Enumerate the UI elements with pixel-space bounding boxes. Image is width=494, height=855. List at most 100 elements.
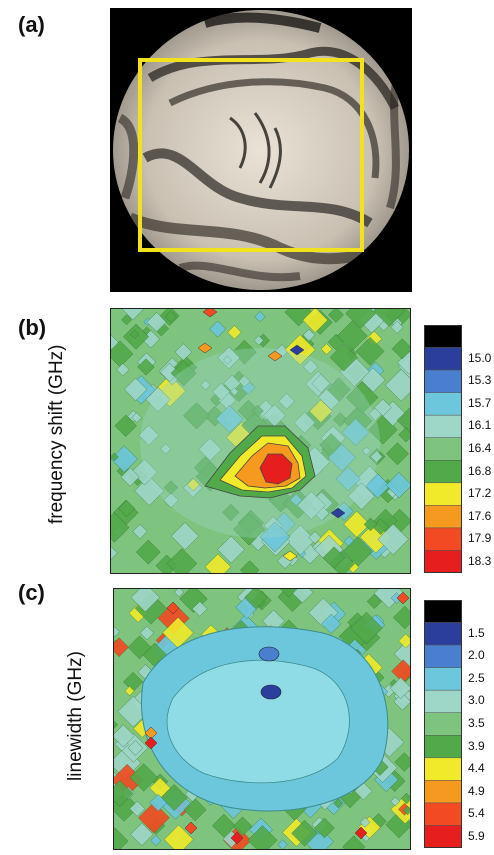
map-cell: [204, 553, 232, 574]
map-cell: [212, 813, 236, 838]
colorbar-tick-label: 16.8: [468, 463, 492, 478]
map-cell: [309, 399, 333, 423]
colorbar-tick-label: 5.9: [468, 828, 485, 843]
map-cell: [386, 442, 409, 466]
map-cell: [320, 343, 333, 355]
map-cell: [327, 377, 351, 402]
colorbar-swatch: [424, 527, 462, 551]
map-cell: [230, 387, 239, 396]
linewidth-map: [113, 588, 411, 850]
map-cell: [384, 369, 411, 402]
map-spot: [197, 342, 213, 354]
colorbar-tick-label: 16.4: [468, 441, 492, 455]
map-cell: [385, 472, 411, 499]
map-cell: [347, 482, 376, 511]
map-spot: [184, 821, 198, 835]
colorbar-swatch: [424, 757, 462, 781]
map-cell: [110, 512, 130, 543]
map-cell: [390, 796, 401, 807]
map-spot: [267, 350, 283, 362]
map-cell: [130, 588, 160, 613]
colorbar-swatch: [424, 347, 462, 371]
map-cell: [247, 825, 278, 850]
colorbar-tick-label: 2.0: [468, 648, 485, 663]
colorbar-tick-label: 15.7: [468, 395, 492, 410]
map-cell: [129, 763, 158, 792]
colorbar-tick-label: 2.5: [468, 670, 485, 685]
map-cell: [293, 411, 316, 434]
map-cell: [238, 375, 251, 388]
map-cell: [129, 800, 146, 817]
map-cell: [138, 801, 170, 834]
map-cell: [297, 491, 326, 520]
map-cell: [146, 312, 167, 333]
map-cell: [393, 692, 411, 711]
map-cell: [164, 310, 177, 323]
map-cell: [192, 601, 208, 617]
colorbar-swatch: [424, 780, 462, 804]
map-cell: [139, 625, 155, 641]
colorbar-tick-label: 4.9: [468, 783, 485, 798]
map-cell: [227, 325, 242, 340]
colorbar-swatch: [424, 600, 462, 623]
map-cell: [124, 685, 135, 696]
map-cell: [284, 308, 313, 327]
map-cell: [355, 336, 385, 366]
map-cell: [279, 588, 298, 598]
colorbar-tick-label: 1.5: [468, 625, 485, 640]
map-cell: [285, 524, 316, 556]
colorbar-swatch: [424, 460, 462, 484]
map-cell: [215, 405, 244, 433]
panel-c-letter: (c): [18, 580, 45, 605]
map-cell: [170, 360, 197, 387]
map-cell: [333, 798, 344, 809]
map-spot: [289, 344, 305, 356]
linewidth-colorbar: [424, 600, 462, 848]
map-cell: [163, 824, 194, 850]
colorbar-swatch: [424, 482, 462, 506]
colorbar-swatch: [424, 392, 462, 416]
map-cell: [121, 308, 145, 321]
colorbar-swatch: [424, 505, 462, 529]
map-cell: [321, 613, 342, 634]
map-cell: [131, 412, 142, 423]
map-cell: [145, 386, 171, 413]
map-cell: [259, 521, 291, 553]
map-cell: [328, 308, 344, 323]
map-cell: [341, 418, 370, 447]
map-cell: [150, 835, 162, 847]
map-cell: [278, 393, 295, 410]
map-cell: [397, 350, 411, 375]
map-spot: [166, 601, 180, 615]
map-cell: [113, 827, 129, 850]
colorbar-tick-label: 15.3: [468, 373, 492, 388]
map-cell: [217, 535, 245, 564]
colorbar-tick-label: 17.9: [468, 531, 492, 546]
map-cell: [186, 478, 200, 492]
colorbar-swatch: [424, 369, 462, 393]
colorbar-tick-label: 4.4: [468, 761, 485, 776]
map-cell: [233, 513, 266, 546]
map-cell: [179, 588, 208, 614]
map-cell: [223, 355, 232, 365]
colorbar-swatch: [424, 644, 462, 668]
map-cell: [232, 339, 257, 365]
map-cell: [135, 539, 161, 565]
map-cell: [212, 382, 231, 401]
colorbar-swatch: [424, 689, 462, 713]
colorbar-tick-label: 17.2: [468, 486, 492, 501]
map-cell: [373, 308, 405, 327]
map-spot: [258, 646, 280, 662]
map-cell: [390, 320, 404, 334]
map-cell: [363, 517, 378, 532]
map-cell: [204, 406, 226, 427]
map-cell: [359, 817, 371, 828]
colorbar-swatch: [424, 622, 462, 646]
map-cell: [137, 358, 155, 376]
colorbar-tick-label: 18.3: [468, 553, 492, 568]
colorbar-swatch: [424, 414, 462, 438]
map-cell: [114, 414, 137, 437]
map-cell: [149, 793, 167, 812]
map-cell: [342, 835, 366, 850]
map-cell: [132, 523, 148, 540]
